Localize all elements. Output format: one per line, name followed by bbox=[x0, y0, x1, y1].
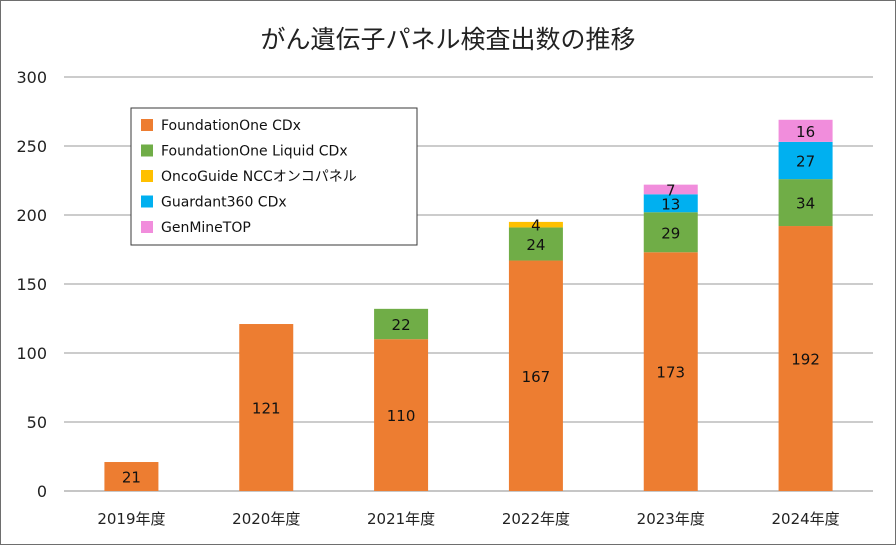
y-tick-label: 250 bbox=[16, 137, 47, 156]
bar-segment-5-6 bbox=[778, 119, 833, 142]
data-label-2-3: 22 bbox=[392, 316, 411, 334]
legend-label-5: GenMineTOP bbox=[161, 220, 251, 236]
data-label-5-5: 7 bbox=[666, 181, 676, 199]
bar-segment-4-6 bbox=[778, 141, 833, 180]
y-tick-label: 300 bbox=[16, 68, 47, 87]
bar-segment-1-6 bbox=[778, 226, 833, 492]
y-tick-label: 150 bbox=[16, 275, 47, 294]
bars bbox=[104, 119, 833, 492]
bar-segment-1-2 bbox=[239, 324, 294, 491]
y-tick-label: 100 bbox=[16, 344, 47, 363]
data-label-2-5: 29 bbox=[661, 224, 680, 242]
data-label-1-5: 173 bbox=[656, 364, 685, 382]
chart-title: がん遺伝子パネル検査出数の推移 bbox=[260, 25, 635, 54]
bar-segment-2-3 bbox=[374, 308, 429, 340]
legend-swatch-5 bbox=[141, 221, 153, 233]
data-label-4-5: 13 bbox=[661, 195, 680, 213]
data-label-4-6: 27 bbox=[796, 152, 815, 170]
bar-segment-1-5 bbox=[643, 252, 698, 491]
data-label-2-6: 34 bbox=[796, 195, 815, 213]
y-tick-label: 200 bbox=[16, 206, 47, 225]
y-axis-ticks: 0 50 100 150 200 250 300 bbox=[16, 68, 47, 501]
bar-segment-3-4 bbox=[508, 221, 563, 228]
x-tick-label: 2020年度 bbox=[232, 510, 300, 528]
data-label-2-4: 24 bbox=[526, 236, 545, 254]
legend: FoundationOne CDx FoundationOne Liquid CD… bbox=[130, 107, 418, 246]
legend-swatch-3 bbox=[141, 170, 153, 182]
bar-segment-2-4 bbox=[508, 227, 563, 261]
data-label-1-1: 21 bbox=[122, 469, 141, 487]
x-tick-label: 2022年度 bbox=[502, 510, 570, 528]
legend-label-2: FoundationOne Liquid CDx bbox=[161, 144, 348, 160]
data-label-1-2: 121 bbox=[252, 400, 281, 418]
x-tick-label: 2021年度 bbox=[367, 510, 435, 528]
legend-label-4: Guardant360 CDx bbox=[161, 195, 287, 211]
bar-segment-1-3 bbox=[374, 339, 429, 491]
x-axis-ticks: 2019年度 2020年度 2021年度 2022年度 2023年度 2024年度 bbox=[97, 510, 839, 528]
bar-segment-1-4 bbox=[508, 260, 563, 491]
legend-swatch-2 bbox=[141, 144, 153, 157]
data-labels: 21 121 110 22 167 244 173 29 137 192 34 27 16 bbox=[122, 123, 820, 487]
bar-segment-2-6 bbox=[778, 179, 833, 227]
legend-swatch-1 bbox=[141, 119, 153, 131]
data-label-1-3: 110 bbox=[387, 407, 416, 425]
x-tick-label: 2024年度 bbox=[771, 510, 839, 528]
legend-box bbox=[130, 107, 418, 246]
data-label-3-4: 4 bbox=[531, 217, 541, 235]
bar-segment-2-5 bbox=[643, 212, 698, 253]
bar-segment-1-1 bbox=[104, 462, 159, 491]
y-tick-label: 50 bbox=[27, 413, 47, 432]
legend-swatch-4 bbox=[141, 195, 153, 208]
data-label-1-6: 192 bbox=[791, 351, 820, 369]
y-tick-label: 0 bbox=[37, 482, 47, 501]
bar-segment-5-5 bbox=[643, 184, 698, 195]
x-tick-label: 2019年度 bbox=[97, 510, 165, 528]
data-label-1-4: 167 bbox=[522, 368, 551, 386]
bar-segment-4-5 bbox=[643, 194, 698, 213]
x-tick-label: 2023年度 bbox=[637, 510, 705, 528]
data-label-5-6: 16 bbox=[796, 123, 815, 141]
legend-label-1: FoundationOne CDx bbox=[161, 118, 301, 134]
legend-label-3: OncoGuide NCCオンコパネル bbox=[161, 169, 357, 185]
